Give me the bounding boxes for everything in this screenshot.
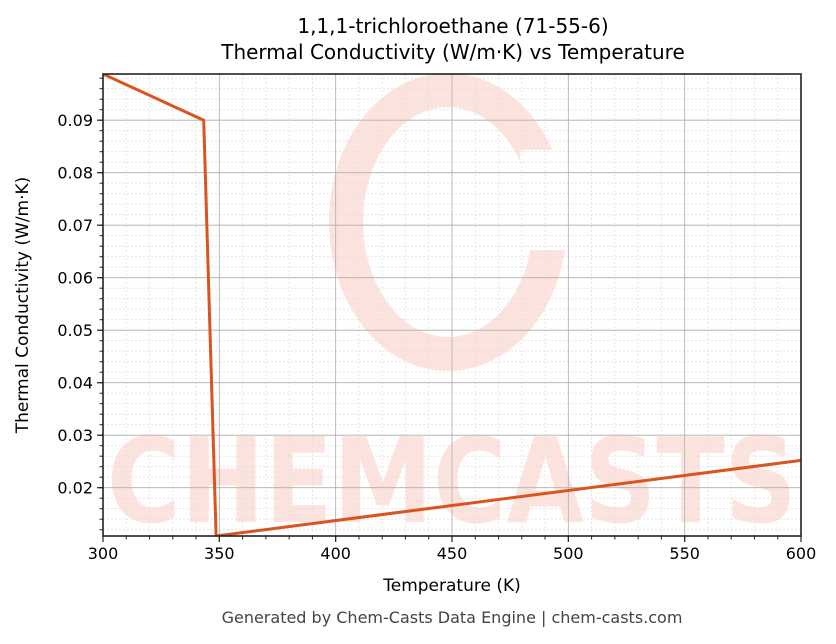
y-axis-ticks: 0.02 0.03 0.04 0.05 0.06 0.07 0.08 0.09 bbox=[57, 77, 103, 531]
y-tick-label: 0.04 bbox=[57, 374, 93, 393]
x-tick-label: 400 bbox=[320, 544, 351, 563]
data-series-line bbox=[103, 74, 801, 536]
chart-subtitle: Thermal Conductivity (W/m·K) vs Temperat… bbox=[221, 40, 685, 64]
x-tick-label: 350 bbox=[204, 544, 235, 563]
y-tick-label: 0.08 bbox=[57, 164, 93, 183]
x-axis-ticks: 300 350 400 450 500 550 600 bbox=[88, 536, 817, 563]
y-tick-label: 0.02 bbox=[57, 479, 93, 498]
y-tick-label: 0.09 bbox=[57, 111, 93, 130]
y-axis-label: Thermal Conductivity (W/m·K) bbox=[13, 176, 33, 434]
x-axis-label: Temperature (K) bbox=[383, 576, 521, 596]
x-tick-label: 550 bbox=[669, 544, 700, 563]
x-tick-label: 500 bbox=[553, 544, 584, 563]
y-tick-label: 0.03 bbox=[57, 426, 93, 445]
x-tick-label: 450 bbox=[437, 544, 468, 563]
y-tick-label: 0.07 bbox=[57, 216, 93, 235]
x-tick-label: 300 bbox=[88, 544, 119, 563]
y-tick-label: 0.06 bbox=[57, 269, 93, 288]
x-tick-label: 600 bbox=[786, 544, 817, 563]
chart-title: 1,1,1-trichloroethane (71-55-6) bbox=[297, 14, 609, 38]
footer-credit: Generated by Chem-Casts Data Engine | ch… bbox=[221, 608, 683, 627]
y-tick-label: 0.05 bbox=[57, 321, 93, 340]
